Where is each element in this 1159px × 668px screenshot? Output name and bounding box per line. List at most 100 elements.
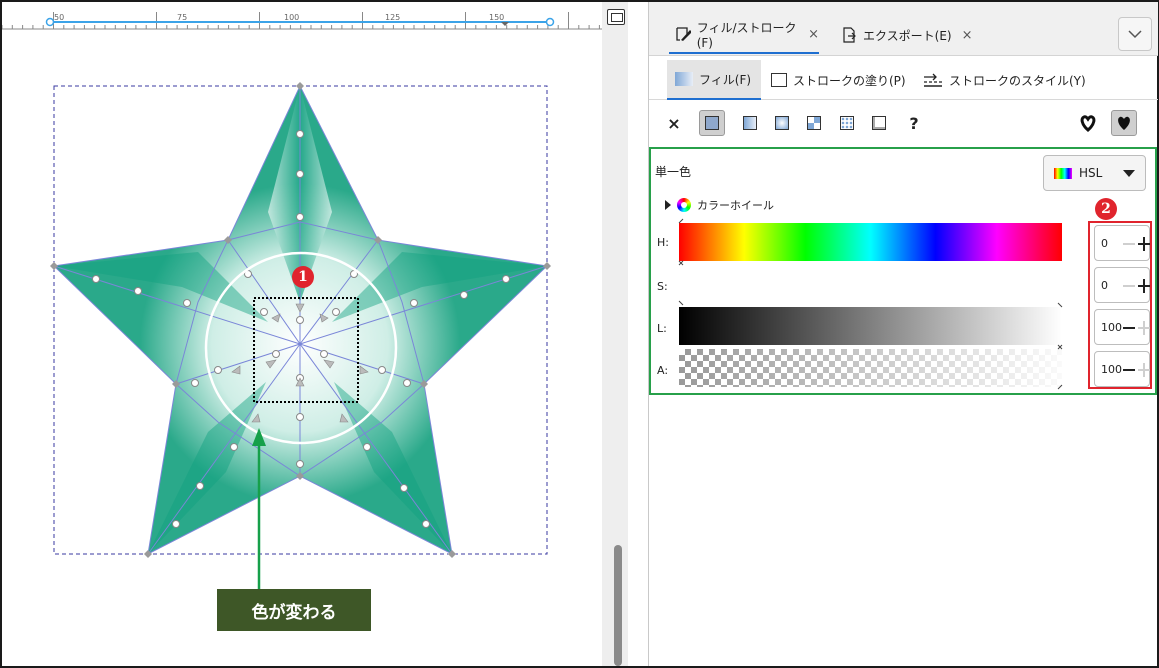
minus-icon[interactable] — [1123, 369, 1135, 371]
tab-fill[interactable]: フィル(F) — [667, 60, 762, 100]
corner-handles[interactable] — [50, 82, 551, 558]
solid-color-label: 単一色 — [655, 165, 692, 179]
export-icon — [843, 27, 856, 43]
selection-end-handle[interactable] — [545, 17, 555, 27]
color-wheel-expander[interactable]: カラーホイール — [665, 197, 774, 213]
ruler-label: 125 — [385, 13, 401, 22]
fill-swatch-icon — [675, 72, 693, 86]
canvas-area[interactable]: 50 75 100 125 150 — [2, 2, 602, 666]
swatch-icon — [872, 116, 886, 130]
hue-label: H: — [657, 236, 669, 249]
tab-label: エクスポート(E) — [863, 28, 952, 43]
mesh-gradient-icon — [807, 116, 821, 130]
lightness-label: L: — [657, 322, 667, 335]
chevron-down-icon — [1128, 30, 1142, 39]
hue-value[interactable]: 0 — [1101, 237, 1108, 250]
solid-color-editor: 単一色 HSL カラーホイール H: S: L: A: 2 — [649, 147, 1157, 395]
pattern-icon — [840, 116, 854, 130]
plus-icon[interactable] — [1138, 363, 1150, 377]
alpha-slider[interactable] — [679, 349, 1062, 387]
lightness-slider[interactable] — [679, 307, 1062, 345]
stroke-paint-icon — [771, 73, 787, 87]
gradient-handles[interactable] — [231, 303, 369, 423]
badge-2: 2 — [1095, 198, 1117, 220]
alpha-spinbutton[interactable]: 100 — [1094, 351, 1150, 387]
callout-label: 色が変わる — [217, 589, 371, 631]
plus-icon[interactable] — [1138, 279, 1150, 293]
plus-icon[interactable] — [1138, 237, 1150, 251]
hue-slider[interactable] — [679, 223, 1062, 261]
toggle-panel-button[interactable] — [607, 9, 625, 25]
radial-gradient-button[interactable] — [769, 110, 795, 136]
channel-spinbuttons: 0 0 100 100 — [1088, 221, 1152, 389]
ruler-label: 75 — [177, 13, 188, 22]
tab-label: フィル(F) — [699, 72, 752, 87]
lightness-spinbutton[interactable]: 100 — [1094, 309, 1150, 345]
minus-icon[interactable] — [1123, 285, 1135, 287]
plus-icon[interactable] — [1138, 321, 1150, 335]
color-wheel-icon — [677, 198, 691, 212]
ruler-marker-icon — [501, 22, 509, 26]
no-paint-button[interactable]: × — [667, 113, 681, 133]
minus-icon[interactable] — [1123, 243, 1135, 245]
alpha-value[interactable]: 100 — [1101, 363, 1122, 376]
color-wheel-label: カラーホイール — [697, 199, 774, 212]
tab-menu-button[interactable] — [1118, 17, 1152, 51]
tab-label: フィル/ストローク(F) — [696, 20, 797, 50]
fill-rule-nonzero-button[interactable] — [1111, 110, 1137, 136]
flat-color-button[interactable] — [699, 110, 725, 136]
close-icon[interactable]: × — [808, 26, 819, 42]
callout-arrow-icon — [252, 428, 266, 446]
mesh-gradient-button[interactable] — [801, 110, 827, 136]
star-arm-shading — [54, 86, 547, 554]
close-icon[interactable]: × — [961, 27, 973, 43]
star-drawing[interactable] — [2, 2, 602, 666]
minus-icon[interactable] — [1123, 327, 1135, 329]
selected-area-box — [253, 297, 359, 403]
color-mode-select[interactable]: HSL — [1043, 155, 1146, 191]
rainbow-icon — [1054, 167, 1072, 179]
tab-stroke-paint[interactable]: ストロークの塗り(P) — [771, 60, 906, 100]
tab-label: ストロークのスタイル(Y) — [949, 73, 1086, 88]
saturation-label: S: — [657, 280, 668, 293]
fill-type-toolbar: × ? — [649, 106, 1158, 142]
highlight-circle — [204, 251, 398, 445]
tab-stroke-style[interactable]: ストロークのスタイル(Y) — [923, 60, 1086, 100]
stroke-style-icon — [924, 73, 942, 87]
hue-spinbutton[interactable]: 0 — [1094, 225, 1150, 261]
tab-label: ストロークの塗り(P) — [793, 73, 906, 88]
badge-1: 1 — [292, 266, 314, 288]
fill-rule-evenodd-button[interactable] — [1075, 110, 1101, 136]
selection-start-handle[interactable] — [45, 17, 55, 27]
ruler-label: 150 — [489, 13, 505, 22]
saturation-spinbutton[interactable]: 0 — [1094, 267, 1150, 303]
linear-gradient-button[interactable] — [737, 110, 763, 136]
ruler-label: 100 — [284, 13, 300, 22]
ruler-label: 50 — [54, 13, 65, 22]
alpha-label: A: — [657, 364, 669, 377]
canvas-scrollbar-thumb[interactable] — [614, 545, 622, 666]
expand-caret-icon — [665, 200, 671, 210]
radial-gradient-icon — [775, 116, 789, 130]
ruler-ticks — [2, 12, 602, 30]
saturation-value[interactable]: 0 — [1101, 279, 1108, 292]
fill-stroke-panel: フィル/ストローク(F) × エクスポート(E) × フィル(F) ストロークの… — [648, 2, 1158, 666]
dropdown-arrow-icon — [1123, 170, 1135, 177]
fill-subtabs: フィル(F) ストロークの塗り(P) ストロークのスタイル(Y) — [649, 60, 1158, 100]
mesh-lines — [53, 86, 548, 555]
fill-rule-evenodd-icon — [1080, 115, 1096, 132]
swatch-button[interactable] — [866, 110, 892, 136]
color-mode-value: HSL — [1079, 166, 1103, 180]
saturation-slider[interactable] — [679, 265, 1062, 303]
tab-fill-stroke[interactable]: フィル/ストローク(F) × — [669, 16, 819, 54]
horizontal-ruler[interactable]: 50 75 100 125 150 — [2, 2, 602, 30]
linear-gradient-icon — [743, 116, 757, 130]
fill-stroke-icon — [676, 27, 691, 41]
flat-color-icon — [705, 116, 719, 130]
dock-tabbar: フィル/ストローク(F) × エクスポート(E) × — [649, 2, 1158, 56]
pattern-button[interactable] — [834, 110, 860, 136]
unset-paint-button[interactable]: ? — [909, 113, 919, 133]
mesh-nodes[interactable] — [92, 130, 510, 528]
tab-export[interactable]: エクスポート(E) × — [835, 16, 975, 54]
lightness-value[interactable]: 100 — [1101, 321, 1122, 334]
